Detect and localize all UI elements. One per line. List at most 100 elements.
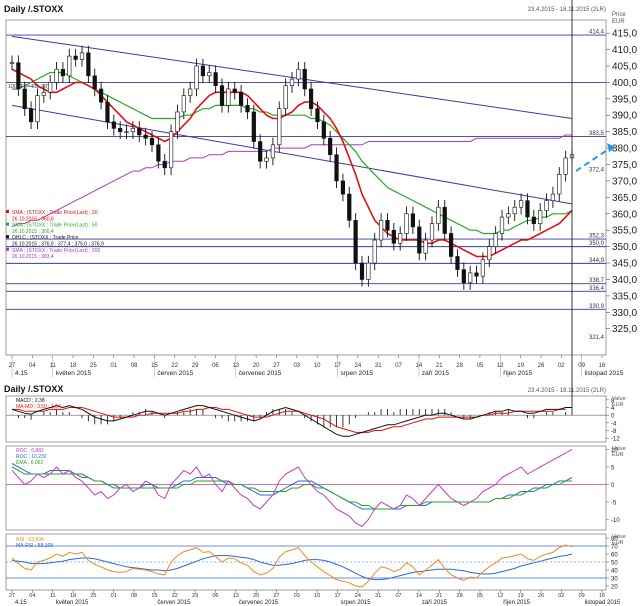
candle-body bbox=[474, 272, 479, 277]
candle-body bbox=[35, 95, 40, 123]
macd-legend-entry: MACD ; 2,38 bbox=[16, 398, 45, 404]
legend-swatch bbox=[6, 222, 9, 226]
candle-body bbox=[48, 82, 53, 93]
x-tick-label: 12 bbox=[497, 363, 504, 369]
candle-body bbox=[493, 233, 498, 247]
bottom-x-tick-label: 26 bbox=[538, 593, 544, 599]
candle-body bbox=[455, 256, 460, 270]
bottom-month-label: červen 2015 bbox=[157, 600, 191, 606]
bottom-month-label: červenec 2015 bbox=[239, 600, 279, 606]
candle-body bbox=[54, 68, 59, 83]
main-title: Daily /.STOXX bbox=[4, 4, 63, 14]
sub-y-tick-label: -4 bbox=[611, 421, 617, 427]
bottom-x-tick-label: 03 bbox=[294, 593, 300, 599]
legend-entry: OHLC ; (STOXX ; Trade Price bbox=[12, 235, 79, 241]
candle-body bbox=[557, 174, 562, 195]
candle-body bbox=[73, 55, 78, 60]
candle-body bbox=[16, 62, 21, 90]
candle-body bbox=[124, 131, 129, 133]
candle-body bbox=[251, 111, 256, 142]
roc-currency-unit: EUR bbox=[612, 452, 624, 458]
legend-entry: 26.10.2015 ; 360,4 bbox=[12, 229, 54, 235]
candle-body bbox=[512, 206, 517, 215]
rsi-line bbox=[11, 544, 573, 588]
candle-body bbox=[550, 193, 556, 201]
sma20-line bbox=[11, 68, 573, 258]
sub-y-tick-label: 0 bbox=[611, 483, 615, 489]
candle-body bbox=[92, 75, 97, 90]
sub-y-tick-label: -10 bbox=[611, 518, 620, 524]
main-range: 23.4.2015 - 18.11.2015 (2LR) bbox=[528, 7, 606, 13]
level-label: 350,0 bbox=[589, 241, 605, 247]
month-label: listopad 2015 bbox=[585, 370, 624, 377]
candle-body bbox=[296, 68, 301, 80]
candle-body bbox=[28, 108, 34, 123]
sub-range: 23.4.2015 - 18.11.2015 (2LR) bbox=[528, 388, 606, 394]
candle-body bbox=[544, 200, 549, 211]
sub-y-tick-label: 40 bbox=[611, 569, 618, 575]
sub-title: Daily /.STOXX bbox=[4, 384, 63, 394]
candle-body bbox=[487, 246, 492, 261]
level-label: 383,5 bbox=[589, 131, 605, 137]
roc-legend-entry: ROC ; 10,232 bbox=[16, 454, 47, 460]
y-tick-label: 415,0 bbox=[612, 29, 637, 40]
roc-legend-entry: EMA ; 6,062 bbox=[16, 460, 43, 466]
rsi-ma-line bbox=[11, 553, 573, 581]
bottom-x-tick-label: 12 bbox=[497, 593, 503, 599]
level-label: 330,9 bbox=[589, 304, 605, 310]
candle-body bbox=[436, 206, 441, 224]
candle-body bbox=[538, 210, 543, 224]
bottom-x-tick-label: 25 bbox=[90, 593, 96, 599]
y-tick-label: 400,0 bbox=[612, 78, 637, 89]
roc-value-unit: Value bbox=[612, 446, 626, 452]
candle-body bbox=[518, 200, 524, 208]
candle-body bbox=[461, 269, 466, 284]
y-tick-label: 360,0 bbox=[612, 209, 637, 220]
bottom-x-tick-label: 01 bbox=[111, 593, 117, 599]
y-tick-label: 385,0 bbox=[612, 127, 637, 138]
channel-bottom-line bbox=[11, 104, 573, 205]
bottom-x-tick-label: 16 bbox=[599, 593, 605, 599]
candle-body bbox=[340, 180, 346, 195]
x-tick-label: 13 bbox=[232, 363, 239, 369]
y-tick-label: 330,0 bbox=[612, 308, 637, 319]
x-tick-label: 16 bbox=[599, 363, 606, 369]
candle-body bbox=[162, 160, 167, 169]
candle-body bbox=[143, 134, 148, 139]
y-tick-label: 325,0 bbox=[612, 324, 637, 335]
bottom-x-tick-label: 10 bbox=[314, 593, 320, 599]
x-tick-label: 31 bbox=[375, 363, 382, 369]
x-tick-label: 07 bbox=[395, 363, 402, 369]
bottom-month-label: srpen 2015 bbox=[341, 600, 372, 606]
x-tick-label: 22 bbox=[171, 363, 178, 369]
candle-body bbox=[366, 262, 371, 280]
legend-swatch bbox=[6, 247, 9, 251]
bottom-x-tick-label: 18 bbox=[70, 593, 76, 599]
x-tick-label: 28 bbox=[456, 363, 463, 369]
candle-body bbox=[391, 229, 396, 244]
candle-body bbox=[200, 65, 206, 77]
bottom-x-tick-label: 27 bbox=[273, 593, 279, 599]
x-tick-label: 21 bbox=[436, 363, 443, 369]
y-tick-label: 405,0 bbox=[612, 61, 637, 72]
candle-body bbox=[506, 213, 511, 218]
sub-y-tick-label: 80 bbox=[611, 537, 618, 543]
sub-y-tick-label: 5 bbox=[611, 466, 615, 472]
candle-body bbox=[111, 121, 116, 129]
projection-arrow-head bbox=[607, 143, 616, 153]
candle-body bbox=[207, 72, 212, 77]
bottom-x-tick-label: 20 bbox=[253, 593, 259, 599]
candle-body bbox=[79, 52, 85, 60]
macd-signal-line bbox=[12, 407, 566, 433]
x-tick-label: 25 bbox=[90, 363, 97, 369]
y-tick-label: 370,0 bbox=[612, 176, 637, 187]
y-tick-label: 335,0 bbox=[612, 291, 637, 302]
rsi-legend-entry: RSI ; 63,694 bbox=[16, 537, 44, 543]
candle-body bbox=[563, 157, 568, 175]
bottom-x-tick-label: 13 bbox=[233, 593, 239, 599]
bottom-x-tick-label: 28 bbox=[457, 593, 463, 599]
candle-body bbox=[188, 88, 193, 96]
level-label: 338,7 bbox=[589, 278, 605, 284]
y-tick-label: 350,0 bbox=[612, 242, 637, 253]
x-tick-label: 09 bbox=[578, 363, 585, 369]
